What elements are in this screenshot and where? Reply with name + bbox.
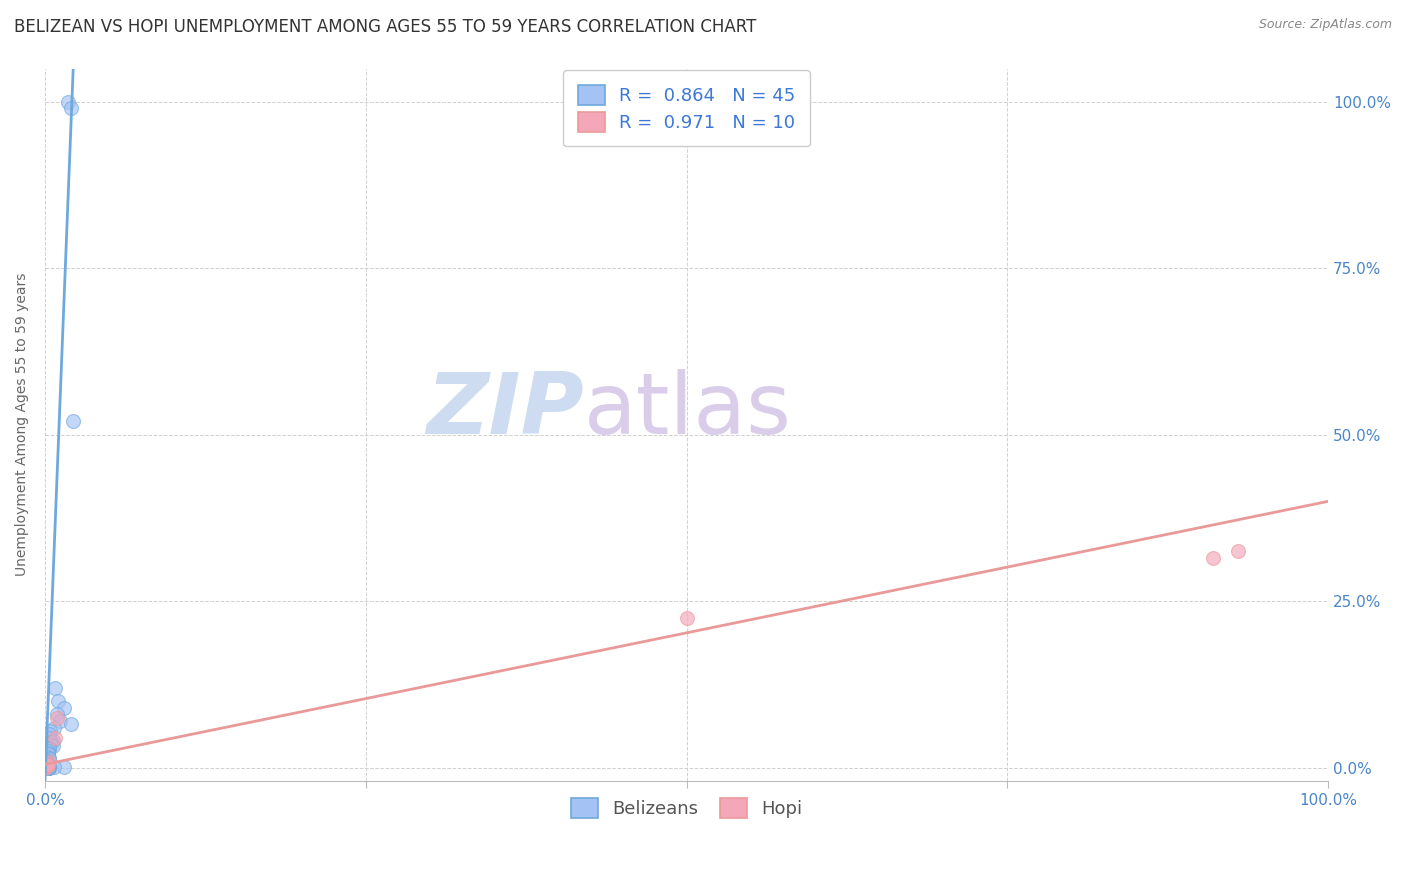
Point [59,102,82,116]
Point [35,748,58,763]
Point [35,755,58,769]
Point [56,95,79,109]
Text: atlas: atlas [583,369,792,452]
Point [35,756,58,771]
Point [39,724,62,739]
Text: BELIZEAN VS HOPI UNEMPLOYMENT AMONG AGES 55 TO 59 YEARS CORRELATION CHART: BELIZEAN VS HOPI UNEMPLOYMENT AMONG AGES… [14,18,756,36]
Text: ZIP: ZIP [426,369,583,452]
Point [45,711,67,725]
Point [53,700,76,714]
Point [35,753,58,767]
Point [35,756,58,770]
Point [46,694,69,708]
Point [35,760,58,774]
Point [35,758,58,772]
Point [38,761,60,775]
Point [41,735,63,749]
Point [38,756,60,770]
Point [35,754,58,768]
Point [37,746,59,760]
Point [44,681,66,695]
Point [37,761,59,775]
Point [38,731,60,745]
Point [38,761,60,775]
Point [38,742,60,756]
Point [1201,550,1223,565]
Point [38,758,60,772]
Point [1227,544,1250,558]
Legend: Belizeans, Hopi: Belizeans, Hopi [564,791,810,825]
Point [37,761,59,775]
Point [37,747,59,762]
Point [59,717,82,731]
Point [35,761,58,775]
Point [37,744,59,758]
Point [37,758,59,772]
Text: Source: ZipAtlas.com: Source: ZipAtlas.com [1258,18,1392,31]
Point [38,760,60,774]
Point [41,739,63,754]
Point [37,761,59,775]
Point [49,714,72,728]
Point [35,757,58,772]
Point [675,611,697,625]
Point [38,750,60,764]
Point [38,759,60,773]
Point [38,740,60,755]
Point [44,731,66,745]
Point [37,758,59,772]
Point [39,737,62,751]
Point [53,760,76,774]
Point [42,721,65,735]
Point [62,414,84,428]
Point [45,707,67,722]
Y-axis label: Unemployment Among Ages 55 to 59 years: Unemployment Among Ages 55 to 59 years [15,273,30,576]
Point [35,761,58,775]
Point [38,758,60,772]
Point [34,761,56,775]
Point [38,727,60,741]
Point [38,752,60,766]
Point [41,734,63,748]
Point [42,760,65,774]
